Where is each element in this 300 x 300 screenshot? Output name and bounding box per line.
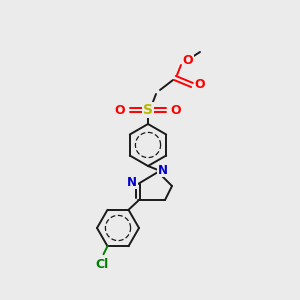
Text: O: O (183, 55, 193, 68)
Text: O: O (171, 103, 181, 116)
Text: N: N (158, 164, 168, 176)
Text: N: N (127, 176, 137, 188)
Text: S: S (143, 103, 153, 117)
Text: Cl: Cl (95, 258, 108, 271)
Text: O: O (195, 79, 205, 92)
Text: O: O (115, 103, 125, 116)
